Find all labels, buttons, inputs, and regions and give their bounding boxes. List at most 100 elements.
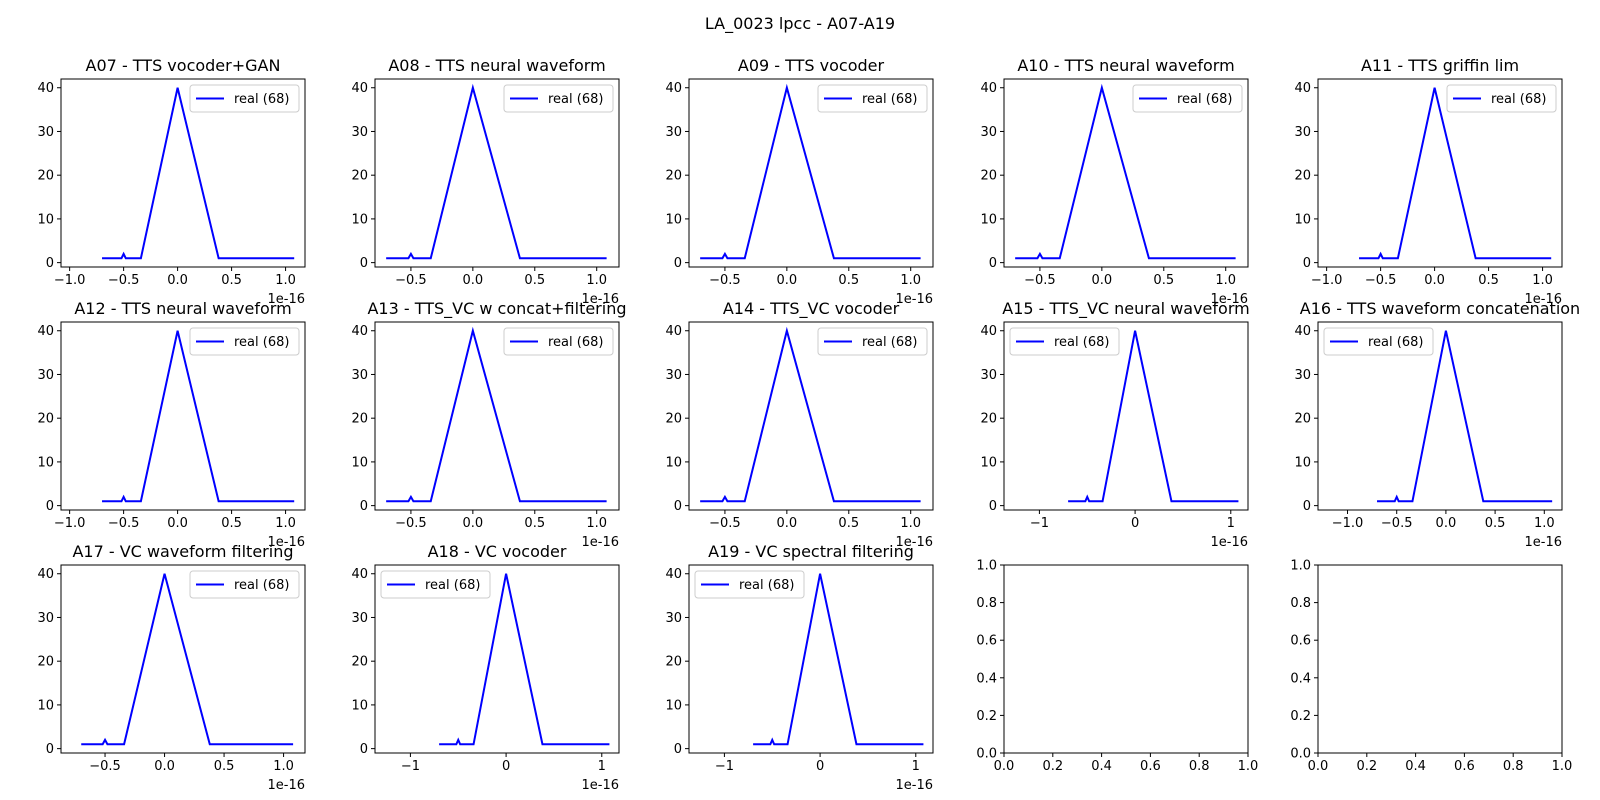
y-tick-label: 0.8 <box>976 596 997 611</box>
x-tick-label: 0.5 <box>221 516 242 531</box>
y-tick-label: 1.0 <box>976 559 997 574</box>
x-tick-label: 1.0 <box>1552 759 1573 774</box>
subplot-title: A16 - TTS waveform concatenation <box>1300 299 1580 318</box>
y-tick-label: 40 <box>980 324 997 339</box>
axes-frame <box>374 321 620 511</box>
legend: real (68) <box>380 570 491 599</box>
axes-frame <box>1317 321 1563 511</box>
y-tick-label: 10 <box>1294 455 1311 470</box>
legend-label: real (68) <box>548 92 603 107</box>
x-offset-label: 1e-16 <box>267 535 305 550</box>
x-tick-label: 1.0 <box>586 273 607 288</box>
y-tick-label: 30 <box>1294 368 1311 383</box>
y-tick-label: 40 <box>351 567 368 582</box>
x-tick-label: −0.5 <box>395 516 427 531</box>
y-tick-label: 20 <box>665 655 682 670</box>
y-tick-label: 10 <box>37 212 54 227</box>
y-tick-label: 10 <box>37 698 54 713</box>
y-tick-label: 40 <box>37 324 54 339</box>
y-tick-label: 0.4 <box>1290 671 1311 686</box>
legend: real (68) <box>1132 84 1243 113</box>
axes-frame <box>688 321 934 511</box>
axes-frame <box>60 564 306 754</box>
x-tick-label: −1 <box>715 759 734 774</box>
x-tick-label: 0 <box>502 759 510 774</box>
y-tick-label: 40 <box>665 81 682 96</box>
y-tick-label: 0 <box>674 256 682 271</box>
y-tick-label: 20 <box>980 412 997 427</box>
axes-frame <box>688 564 934 754</box>
x-tick-label: 0.0 <box>1092 273 1113 288</box>
x-offset-label: 1e-16 <box>581 535 619 550</box>
x-tick-label: 0.5 <box>524 273 545 288</box>
legend-box <box>817 327 928 356</box>
x-tick-label: −0.5 <box>1365 273 1397 288</box>
axes-frame <box>374 78 620 268</box>
subplot-4: −0.5 0.0 0.5 1.0 0 10 20 30 40 1e-16 A10 - TTS neu… <box>980 56 1249 307</box>
x-tick-label: −0.5 <box>1381 516 1413 531</box>
y-tick-label: 0 <box>989 256 997 271</box>
subplot-15: 0.0 0.2 0.4 0.6 0.8 1.0 0.0 0.2 0.4 0.6 0.8 1.0 <box>1290 559 1572 775</box>
legend-label: real (68) <box>862 335 917 350</box>
y-tick-label: 30 <box>980 125 997 140</box>
y-tick-label: 0 <box>989 499 997 514</box>
series-line <box>700 326 921 503</box>
series-line <box>439 573 610 746</box>
x-tick-label: 0.0 <box>777 516 798 531</box>
x-tick-label: 1.0 <box>1215 273 1236 288</box>
x-tick-label: 0.5 <box>1478 273 1499 288</box>
legend-label: real (68) <box>234 335 289 350</box>
legend-box <box>694 570 805 599</box>
legend: real (68) <box>1009 327 1120 356</box>
y-tick-label: 0.6 <box>1290 634 1311 649</box>
x-tick-label: 0.0 <box>463 273 484 288</box>
x-offset-label: 1e-16 <box>1210 535 1248 550</box>
legend: real (68) <box>694 570 805 599</box>
x-tick-label: 1.0 <box>900 273 921 288</box>
series-line <box>1015 83 1236 260</box>
y-tick-label: 20 <box>37 412 54 427</box>
legend-box <box>189 84 300 113</box>
y-tick-label: 20 <box>351 169 368 184</box>
x-tick-label: 0.0 <box>994 759 1015 774</box>
legend-box <box>1446 84 1557 113</box>
subplot-title: A17 - VC waveform filtering <box>72 542 293 561</box>
y-tick-label: 10 <box>980 455 997 470</box>
x-tick-label: −0.5 <box>108 516 140 531</box>
plot-area <box>1318 565 1562 753</box>
x-tick-label: −1 <box>1030 516 1049 531</box>
y-tick-label: 0.0 <box>976 747 997 762</box>
y-tick-label: 30 <box>351 368 368 383</box>
x-tick-label: 0.0 <box>1308 759 1329 774</box>
y-tick-label: 10 <box>351 455 368 470</box>
x-tick-label: 1 <box>1227 516 1235 531</box>
x-tick-label: 0.0 <box>463 516 484 531</box>
y-tick-label: 10 <box>1294 212 1311 227</box>
y-tick-label: 40 <box>1294 81 1311 96</box>
x-tick-label: 1.0 <box>1534 516 1555 531</box>
y-tick-label: 40 <box>37 567 54 582</box>
legend-label: real (68) <box>425 578 480 593</box>
y-tick-label: 20 <box>665 412 682 427</box>
y-tick-label: 20 <box>980 169 997 184</box>
y-tick-label: 40 <box>1294 324 1311 339</box>
legend-box <box>503 84 614 113</box>
figure-suptitle: LA_0023 lpcc - A07-A19 <box>705 14 895 34</box>
x-offset-label: 1e-16 <box>895 778 933 793</box>
x-offset-label: 1e-16 <box>895 292 933 307</box>
x-tick-label: 0.2 <box>1042 759 1063 774</box>
x-tick-label: 0 <box>1131 516 1139 531</box>
legend: real (68) <box>817 84 928 113</box>
x-tick-label: 0.5 <box>221 273 242 288</box>
x-tick-label: 0 <box>816 759 824 774</box>
legend-box <box>189 570 300 599</box>
x-tick-label: −0.5 <box>395 273 427 288</box>
x-tick-label: 0.2 <box>1356 759 1377 774</box>
y-tick-label: 20 <box>37 169 54 184</box>
legend: real (68) <box>189 327 300 356</box>
legend-label: real (68) <box>234 92 289 107</box>
axes-frame <box>60 78 306 268</box>
